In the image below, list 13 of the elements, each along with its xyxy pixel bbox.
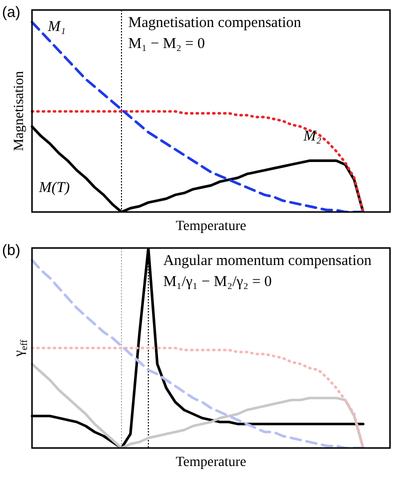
chart-title: (b)	[2, 242, 20, 259]
annotation: M₁ − M₂ = 0	[128, 36, 205, 52]
annotation: Angular momentum compensation	[163, 253, 372, 269]
y-axis-title: Magnetisation	[12, 70, 27, 152]
annotation: Magnetisation compensation	[128, 15, 302, 31]
annotation: M₁/γ₁ − M₂/γ₂ = 0	[163, 274, 272, 290]
y-axis-title: γeff	[12, 338, 30, 358]
series-label: M(T)	[38, 180, 70, 196]
chart-title: (a)	[2, 4, 20, 21]
series-label: M₁	[46, 19, 66, 36]
x-axis-title: Temperature	[176, 455, 246, 470]
x-axis-title: Temperature	[176, 219, 246, 234]
series-label: M₂	[302, 128, 322, 145]
